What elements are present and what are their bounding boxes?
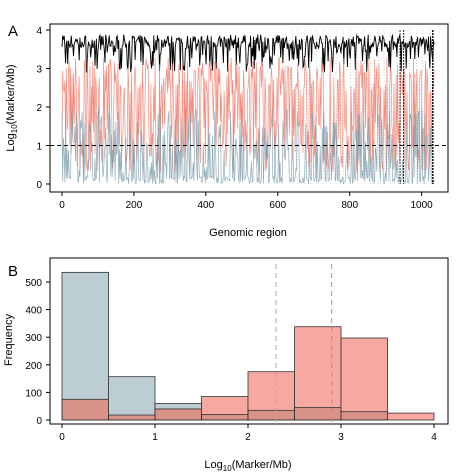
panel-a-label: A [8, 23, 18, 40]
series-line-2 [61, 107, 435, 185]
y-tick-label: 0 [36, 180, 42, 191]
y-tick-label: 300 [25, 333, 42, 344]
panel-a-plot: 0 200 400 600 800 1000 0 1 2 3 4 [36, 23, 449, 211]
panel-b-plot: 0 1 2 3 4 0 100 200 300 400 500 [25, 257, 449, 443]
y-tick-label: 400 [25, 306, 42, 317]
panel-b-frame [49, 257, 449, 425]
panel-a-frame [49, 23, 449, 193]
hist-bar [387, 413, 434, 420]
hist-bar [108, 376, 155, 420]
hist-bar-overlap [201, 414, 248, 420]
x-tick-label: 800 [341, 200, 358, 211]
y-tick-label: 3 [36, 65, 42, 76]
x-tick-label: 2 [245, 432, 251, 443]
hist-bar-overlap [155, 408, 202, 420]
y-tick-label: 500 [25, 278, 42, 289]
y-tick-label: 4 [36, 26, 42, 37]
x-tick-label: 4 [431, 432, 437, 443]
x-tick-label: 0 [59, 432, 65, 443]
x-tick-label: 3 [338, 432, 344, 443]
y-tick-label: 2 [36, 103, 42, 114]
hist-bar-overlap [341, 411, 388, 420]
panel-b-xlabel: Log10(Marker/Mb) [204, 459, 291, 473]
hist-bar-outline [340, 337, 388, 421]
hist-bar-overlap [248, 410, 295, 420]
x-tick-label: 1000 [410, 200, 433, 211]
x-tick-label: 0 [59, 200, 65, 211]
panel-a-ylabel: Log10(Marker/Mb) [5, 64, 19, 151]
x-tick-label: 200 [126, 200, 143, 211]
x-tick-label: 600 [269, 200, 286, 211]
svg-text:Log10(Marker/Mb): Log10(Marker/Mb) [5, 64, 19, 151]
svg-text:Log10(Marker/Mb): Log10(Marker/Mb) [204, 459, 291, 473]
hist-bar-overlap [62, 399, 109, 420]
hist-bar [341, 338, 388, 420]
panel-a-xlabel: Genomic region [209, 227, 287, 239]
y-tick-label: 0 [36, 416, 42, 427]
hist-bar-overlap [294, 407, 341, 420]
y-tick-label: 200 [25, 361, 42, 372]
panel-b-ylabel: Frequency [3, 314, 15, 366]
panel-b-label: B [8, 263, 18, 280]
hist-bar-overlap [108, 415, 155, 420]
x-tick-label: 400 [198, 200, 215, 211]
hist-bar [294, 326, 341, 420]
series-line-1 [61, 56, 435, 173]
y-tick-label: 100 [25, 388, 42, 399]
x-tick-label: 1 [152, 432, 158, 443]
hist-bar [62, 272, 109, 420]
hist-bar-outline [387, 412, 435, 421]
y-tick-label: 1 [36, 142, 42, 153]
series-line-0 [61, 33, 435, 73]
